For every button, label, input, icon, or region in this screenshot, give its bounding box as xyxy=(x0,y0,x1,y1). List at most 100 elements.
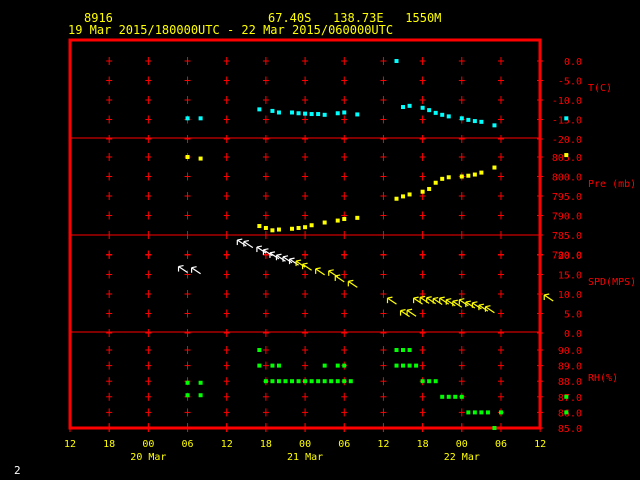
wind-arrow-head xyxy=(289,257,295,260)
temperature-point xyxy=(407,103,412,108)
rh-point xyxy=(270,363,275,368)
x-tick-label: 12 xyxy=(377,439,389,450)
rh-point xyxy=(564,394,569,399)
temperature-point xyxy=(276,110,281,115)
rh-point xyxy=(492,426,497,430)
wind-arrow-shaft xyxy=(276,254,286,262)
temperature-point xyxy=(185,116,190,121)
pressure-point xyxy=(446,175,451,180)
y-tick-label: -5.0 xyxy=(558,77,582,88)
rh-point xyxy=(485,410,490,415)
temperature-point xyxy=(459,116,464,121)
wind-arrow xyxy=(243,240,254,249)
wind-arrow-head xyxy=(276,253,282,256)
temperature-point xyxy=(479,119,484,124)
y-axis-label: Pre (mb) xyxy=(588,179,636,190)
day-label: 20 Mar xyxy=(130,452,166,463)
rh-point xyxy=(401,348,406,352)
rh-point xyxy=(283,379,288,384)
wind-arrow-shaft xyxy=(406,309,417,317)
wind-arrow-head xyxy=(243,240,249,243)
temperature-point xyxy=(472,119,477,124)
wind-arrow-head xyxy=(478,303,485,306)
temperature-point xyxy=(564,116,569,121)
wind-arrow-shaft xyxy=(472,302,482,310)
wind-arrow xyxy=(432,296,443,306)
rh-point xyxy=(564,410,569,415)
wind-arrow xyxy=(269,251,280,260)
pressure-point xyxy=(466,173,471,178)
wind-arrow-head xyxy=(302,262,308,265)
wind-arrow xyxy=(399,309,410,318)
y-axis-label: RH(%) xyxy=(588,373,618,384)
wind-arrow xyxy=(543,293,554,302)
y-tick-label: 790.0 xyxy=(552,212,582,223)
rh-point xyxy=(185,393,190,398)
wind-arrow-shaft xyxy=(178,266,188,274)
day-label: 21 Mar xyxy=(287,452,323,463)
rh-point xyxy=(322,379,327,384)
temperature-point xyxy=(316,112,321,117)
rh-point xyxy=(498,410,503,415)
wind-arrow-shaft xyxy=(543,294,554,302)
wind-arrow xyxy=(315,267,326,276)
temperature-point xyxy=(270,108,275,113)
y-tick-label: 86.0 xyxy=(558,408,582,419)
wind-arrow-head xyxy=(452,299,458,302)
rh-point xyxy=(342,363,347,368)
rh-point xyxy=(407,348,412,352)
rh-point xyxy=(342,379,347,384)
pressure-point xyxy=(257,224,262,229)
temperature-point xyxy=(355,112,360,117)
y-tick-label: 795.0 xyxy=(552,192,582,203)
x-tick-label: 18 xyxy=(260,439,272,450)
rh-point xyxy=(453,394,458,399)
wind-arrow-head xyxy=(237,238,243,241)
day-label: 22 Mar xyxy=(444,452,480,463)
y-tick-label: 5.0 xyxy=(564,310,582,321)
wind-arrow xyxy=(282,255,293,264)
wind-arrow xyxy=(347,279,358,288)
temperature-point xyxy=(309,112,314,117)
rh-point xyxy=(303,379,308,384)
wind-arrow xyxy=(334,274,345,283)
wind-arrow xyxy=(426,296,437,305)
x-tick-label: 00 xyxy=(456,439,468,450)
wind-arrow-head xyxy=(335,274,341,277)
page-number: 2 xyxy=(14,464,21,477)
temperature-point xyxy=(427,108,432,113)
y-tick-label: 90.0 xyxy=(558,346,582,357)
rh-point xyxy=(257,363,262,368)
wind-arrow-shaft xyxy=(191,267,201,275)
wind-arrow-head xyxy=(315,267,321,270)
temperature-point xyxy=(420,105,425,110)
wind-arrow-head xyxy=(191,266,197,269)
temperature-point xyxy=(257,107,262,112)
rh-point xyxy=(329,379,334,384)
wind-arrow xyxy=(419,295,430,304)
temperature-point xyxy=(446,114,451,119)
wind-arrow xyxy=(191,266,201,275)
pressure-point xyxy=(420,189,425,194)
wind-arrow-head xyxy=(387,296,393,299)
wind-arrow-shaft xyxy=(236,239,247,247)
wind-arrow-shaft xyxy=(400,310,410,318)
rh-point xyxy=(335,379,340,384)
wind-arrow xyxy=(295,259,306,268)
rh-point xyxy=(446,394,451,399)
x-tick-label: 06 xyxy=(182,439,194,450)
wind-arrow xyxy=(471,301,482,310)
wind-arrow-head xyxy=(465,300,471,303)
wind-arrow-shaft xyxy=(387,297,397,305)
rh-point xyxy=(322,363,327,368)
y-tick-label: -15.0 xyxy=(552,116,582,127)
pressure-point xyxy=(296,225,301,230)
wind-arrow-head xyxy=(282,255,289,258)
wind-arrow xyxy=(177,264,188,274)
wind-arrow-head xyxy=(485,305,491,308)
wind-arrow-head xyxy=(178,264,184,268)
rh-point xyxy=(316,379,321,384)
y-axis-label: SPD(MPS) xyxy=(588,277,636,288)
temperature-point xyxy=(466,117,471,122)
pressure-point xyxy=(335,218,340,223)
